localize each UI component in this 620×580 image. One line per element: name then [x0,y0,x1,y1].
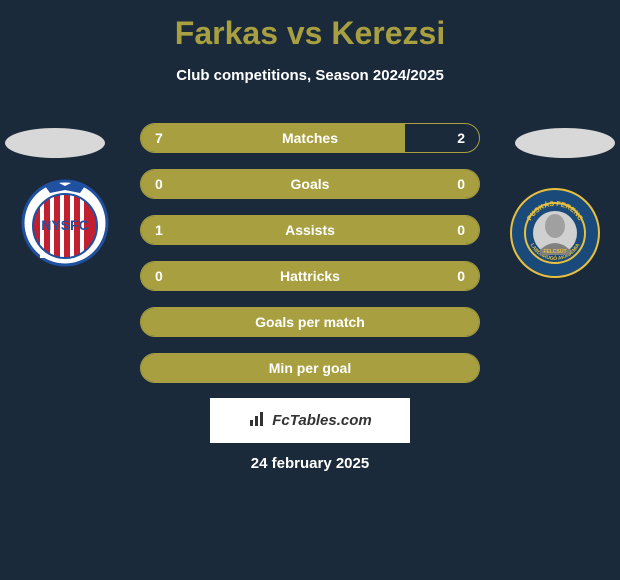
svg-text:NYSFC: NYSFC [41,217,88,233]
stats-container: 7 Matches 2 0 Goals 0 1 Assists 0 0 Hatt… [140,123,480,399]
left-ellipse-decoration [5,128,105,158]
stat-row-matches: 7 Matches 2 [140,123,480,153]
stat-row-assists: 1 Assists 0 [140,215,480,245]
site-attribution-label: FcTables.com [272,412,371,429]
svg-text:FELCSÚT: FELCSÚT [543,248,566,255]
stat-right-value: 0 [457,262,465,290]
chart-icon [248,410,266,432]
stat-right-value: 2 [457,124,465,152]
right-ellipse-decoration [515,128,615,158]
stat-label: Min per goal [141,354,479,382]
stat-label: Matches [141,124,479,152]
stat-row-goals-per-match: Goals per match [140,307,480,337]
stat-label: Hattricks [141,262,479,290]
right-club-badge: PUSKÁS FERENC LABDARÚGÓ AKADÉMIA FELCSÚT [510,178,600,288]
footer-date: 24 february 2025 [251,455,369,472]
subtitle: Club competitions, Season 2024/2025 [0,67,620,84]
stat-row-hattricks: 0 Hattricks 0 [140,261,480,291]
stat-label: Goals per match [141,308,479,336]
stat-label: Goals [141,170,479,198]
stat-right-value: 0 [457,170,465,198]
left-club-badge: NYSFC [20,178,110,268]
stat-row-goals: 0 Goals 0 [140,169,480,199]
stat-row-min-per-goal: Min per goal [140,353,480,383]
site-attribution-badge: FcTables.com [210,398,410,443]
stat-label: Assists [141,216,479,244]
page-title: Farkas vs Kerezsi [0,0,620,52]
stat-right-value: 0 [457,216,465,244]
